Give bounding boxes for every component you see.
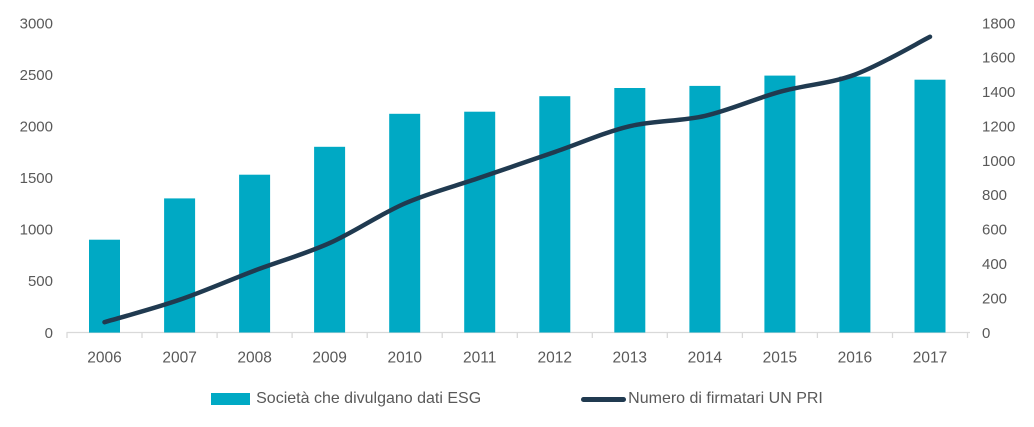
bar-2014 bbox=[689, 85, 721, 333]
line-series-swatch bbox=[581, 396, 627, 402]
y-axis-right-tick-label: 1200 bbox=[982, 118, 1015, 135]
y-axis-right-tick-label: 600 bbox=[982, 222, 1007, 239]
x-axis-category-label: 2014 bbox=[688, 349, 723, 366]
bar-series-label: Società che divulgano dati ESG bbox=[256, 390, 482, 407]
bar-2010 bbox=[389, 113, 421, 333]
line-series-label: Numero di firmatari UN PRI bbox=[628, 390, 823, 407]
x-axis-category-label: 2012 bbox=[538, 349, 572, 366]
bar-2016 bbox=[839, 76, 871, 333]
x-axis-category-label: 2015 bbox=[763, 349, 797, 366]
legend-item-unpri-line: Numero di firmatari UN PRI bbox=[581, 390, 823, 408]
x-axis-category-label: 2011 bbox=[463, 349, 496, 366]
x-axis-category-label: 2013 bbox=[613, 349, 647, 366]
x-axis-category-label: 2006 bbox=[87, 349, 121, 366]
legend-item-esg-bars: Società che divulgano dati ESG bbox=[211, 390, 481, 408]
bar-2012 bbox=[539, 96, 571, 333]
x-axis-category-label: 2010 bbox=[387, 349, 422, 366]
y-axis-right-tick-label: 0 bbox=[982, 325, 990, 342]
bar-2008 bbox=[239, 174, 271, 333]
y-axis-right-tick-label: 1600 bbox=[982, 50, 1015, 67]
y-axis-left-tick-label: 1500 bbox=[20, 170, 53, 187]
plot-area: 0 500 1000 1500 2000 2500 3000 0 200 400 600 800 100… bbox=[20, 15, 1016, 366]
y-axis-right-tick-label: 1400 bbox=[982, 84, 1015, 101]
y-axis-left-tick-label: 2000 bbox=[20, 118, 53, 135]
y-axis-left-tick-label: 500 bbox=[28, 273, 53, 290]
x-axis-category-label: 2007 bbox=[162, 349, 196, 366]
bar-2017 bbox=[914, 79, 946, 333]
y-axis-left-tick-label: 2500 bbox=[20, 67, 53, 84]
bar-2011 bbox=[464, 111, 496, 333]
x-axis-category-label: 2017 bbox=[913, 349, 947, 366]
y-axis-right-tick-label: 1000 bbox=[982, 153, 1015, 170]
y-axis-right-tick-label: 800 bbox=[982, 187, 1007, 204]
y-axis-right-tick-label: 1800 bbox=[982, 15, 1015, 32]
x-axis-category-label: 2016 bbox=[838, 349, 872, 366]
legend: Società che divulgano dati ESG Numero di… bbox=[0, 386, 1034, 412]
x-axis-category-label: 2009 bbox=[312, 349, 346, 366]
bar-2007 bbox=[164, 198, 196, 333]
y-axis-left-tick-label: 3000 bbox=[20, 15, 53, 32]
bar-2015 bbox=[764, 75, 796, 333]
y-axis-right-tick-label: 400 bbox=[982, 256, 1007, 273]
y-axis-left-tick-label: 0 bbox=[45, 325, 53, 342]
bar-series-swatch bbox=[211, 393, 251, 405]
x-axis-category-label: 2008 bbox=[237, 349, 271, 366]
y-axis-left-tick-label: 1000 bbox=[20, 222, 53, 239]
unpri-signatories-line bbox=[102, 34, 933, 325]
y-axis-right-tick-label: 200 bbox=[982, 290, 1007, 307]
